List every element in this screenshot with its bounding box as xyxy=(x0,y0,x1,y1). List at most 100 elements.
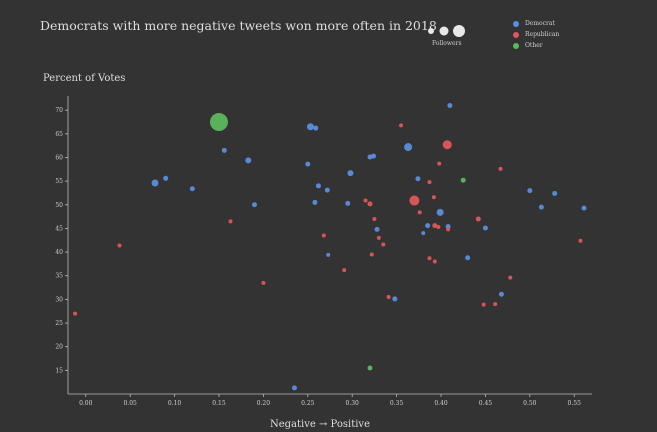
data-point-republican[interactable] xyxy=(372,216,377,221)
x-tick-label: 0.15 xyxy=(212,400,226,407)
data-point-republican[interactable] xyxy=(481,302,486,307)
y-tick-label: 35 xyxy=(55,273,63,280)
legend-swatch-democrat xyxy=(513,20,519,27)
data-point-republican[interactable] xyxy=(228,219,233,224)
y-tick-label: 45 xyxy=(55,225,63,232)
data-point-democrat[interactable] xyxy=(151,179,159,187)
legend-label-republican: Republican xyxy=(525,31,560,38)
data-point-republican[interactable] xyxy=(446,227,451,232)
x-tick-label: 0.30 xyxy=(346,400,360,407)
legend-item-republican: Republican xyxy=(513,29,559,40)
data-point-other[interactable] xyxy=(460,177,466,183)
data-point-republican[interactable] xyxy=(363,198,368,203)
data-point-republican[interactable] xyxy=(261,280,266,285)
data-point-democrat[interactable] xyxy=(581,205,587,211)
data-point-republican[interactable] xyxy=(117,243,122,248)
data-point-republican[interactable] xyxy=(493,302,498,307)
data-point-democrat[interactable] xyxy=(291,385,297,391)
size-legend xyxy=(428,25,465,37)
data-point-democrat[interactable] xyxy=(305,161,311,167)
x-axis-label: Negative → Positive xyxy=(269,419,370,430)
size-legend-small xyxy=(428,28,434,34)
data-point-democrat[interactable] xyxy=(447,102,453,108)
legend-item-democrat: Democrat xyxy=(513,18,559,29)
data-point-democrat[interactable] xyxy=(482,225,488,231)
data-point-democrat[interactable] xyxy=(552,190,558,196)
data-point-democrat[interactable] xyxy=(371,153,377,159)
data-point-democrat[interactable] xyxy=(221,147,227,153)
data-point-democrat[interactable] xyxy=(345,200,351,206)
x-tick-label: 0.55 xyxy=(568,400,582,407)
data-point-republican[interactable] xyxy=(427,256,432,261)
data-point-democrat[interactable] xyxy=(445,224,451,230)
y-tick-label: 30 xyxy=(55,296,63,303)
x-tick-label: 0.45 xyxy=(479,400,493,407)
data-point-republican[interactable] xyxy=(321,233,326,238)
y-tick-label: 50 xyxy=(55,202,63,209)
data-point-democrat[interactable] xyxy=(252,202,258,208)
data-point-republican[interactable] xyxy=(442,140,452,150)
data-point-democrat[interactable] xyxy=(313,125,319,131)
data-point-republican[interactable] xyxy=(431,195,436,200)
legend-swatch-other xyxy=(513,42,519,49)
data-point-republican[interactable] xyxy=(417,210,422,215)
y-tick-label: 40 xyxy=(55,249,63,256)
data-point-republican[interactable] xyxy=(367,201,373,207)
data-point-democrat[interactable] xyxy=(498,291,504,297)
y-tick-label: 15 xyxy=(55,367,63,374)
data-point-democrat[interactable] xyxy=(374,226,380,232)
data-point-democrat[interactable] xyxy=(404,143,413,152)
x-tick-label: 0.25 xyxy=(301,400,315,407)
data-point-republican[interactable] xyxy=(498,166,503,171)
data-point-democrat[interactable] xyxy=(306,123,314,131)
data-point-democrat[interactable] xyxy=(421,231,426,236)
data-point-democrat[interactable] xyxy=(315,183,321,189)
x-tick-label: 0.05 xyxy=(123,400,137,407)
legend-swatch-republican xyxy=(513,31,519,38)
data-point-democrat[interactable] xyxy=(312,199,318,205)
data-point-republican[interactable] xyxy=(399,123,404,128)
data-point-democrat[interactable] xyxy=(326,252,331,257)
data-point-republican[interactable] xyxy=(427,180,432,185)
data-point-democrat[interactable] xyxy=(189,186,195,192)
data-point-republican[interactable] xyxy=(437,161,442,166)
size-legend-label: Followers xyxy=(432,40,462,47)
data-point-democrat[interactable] xyxy=(324,187,330,193)
y-tick-label: 55 xyxy=(55,178,63,185)
data-point-democrat[interactable] xyxy=(163,175,169,181)
data-point-democrat[interactable] xyxy=(465,255,471,261)
data-point-democrat[interactable] xyxy=(527,188,533,194)
axes: 15 20 25 30 35 40 45 50 55 60 65 70 0.00 0.05 0.10 0.15… xyxy=(55,96,592,407)
y-axis-label: Percent of Votes xyxy=(43,73,126,84)
data-point-republican[interactable] xyxy=(376,235,381,240)
data-point-republican[interactable] xyxy=(436,225,441,230)
x-tick-label: 0.00 xyxy=(79,400,93,407)
data-point-republican[interactable] xyxy=(381,242,386,247)
data-point-republican[interactable] xyxy=(475,216,481,222)
data-point-democrat[interactable] xyxy=(538,204,544,210)
x-tick-label: 0.40 xyxy=(434,400,448,407)
data-point-other[interactable] xyxy=(367,365,373,371)
data-point-republican[interactable] xyxy=(73,311,78,316)
data-point-democrat[interactable] xyxy=(436,208,444,216)
data-point-republican[interactable] xyxy=(578,238,583,243)
data-point-republican[interactable] xyxy=(432,259,437,264)
data-point-republican[interactable] xyxy=(508,275,513,280)
data-point-democrat[interactable] xyxy=(347,170,354,177)
size-legend-large xyxy=(453,25,465,37)
legend-label-democrat: Democrat xyxy=(525,20,555,27)
size-legend-medium xyxy=(439,26,449,36)
data-point-other[interactable] xyxy=(209,113,228,132)
data-point-democrat[interactable] xyxy=(392,296,398,302)
y-tick-label: 60 xyxy=(55,154,63,161)
data-point-republican[interactable] xyxy=(409,195,420,206)
data-point-republican[interactable] xyxy=(342,268,347,273)
data-point-democrat[interactable] xyxy=(245,157,252,164)
data-point-republican[interactable] xyxy=(369,252,374,257)
x-tick-label: 0.50 xyxy=(523,400,537,407)
data-point-democrat[interactable] xyxy=(425,223,431,229)
data-point-democrat[interactable] xyxy=(415,176,421,182)
data-point-republican[interactable] xyxy=(386,295,391,300)
data-point-republican[interactable] xyxy=(432,223,438,229)
